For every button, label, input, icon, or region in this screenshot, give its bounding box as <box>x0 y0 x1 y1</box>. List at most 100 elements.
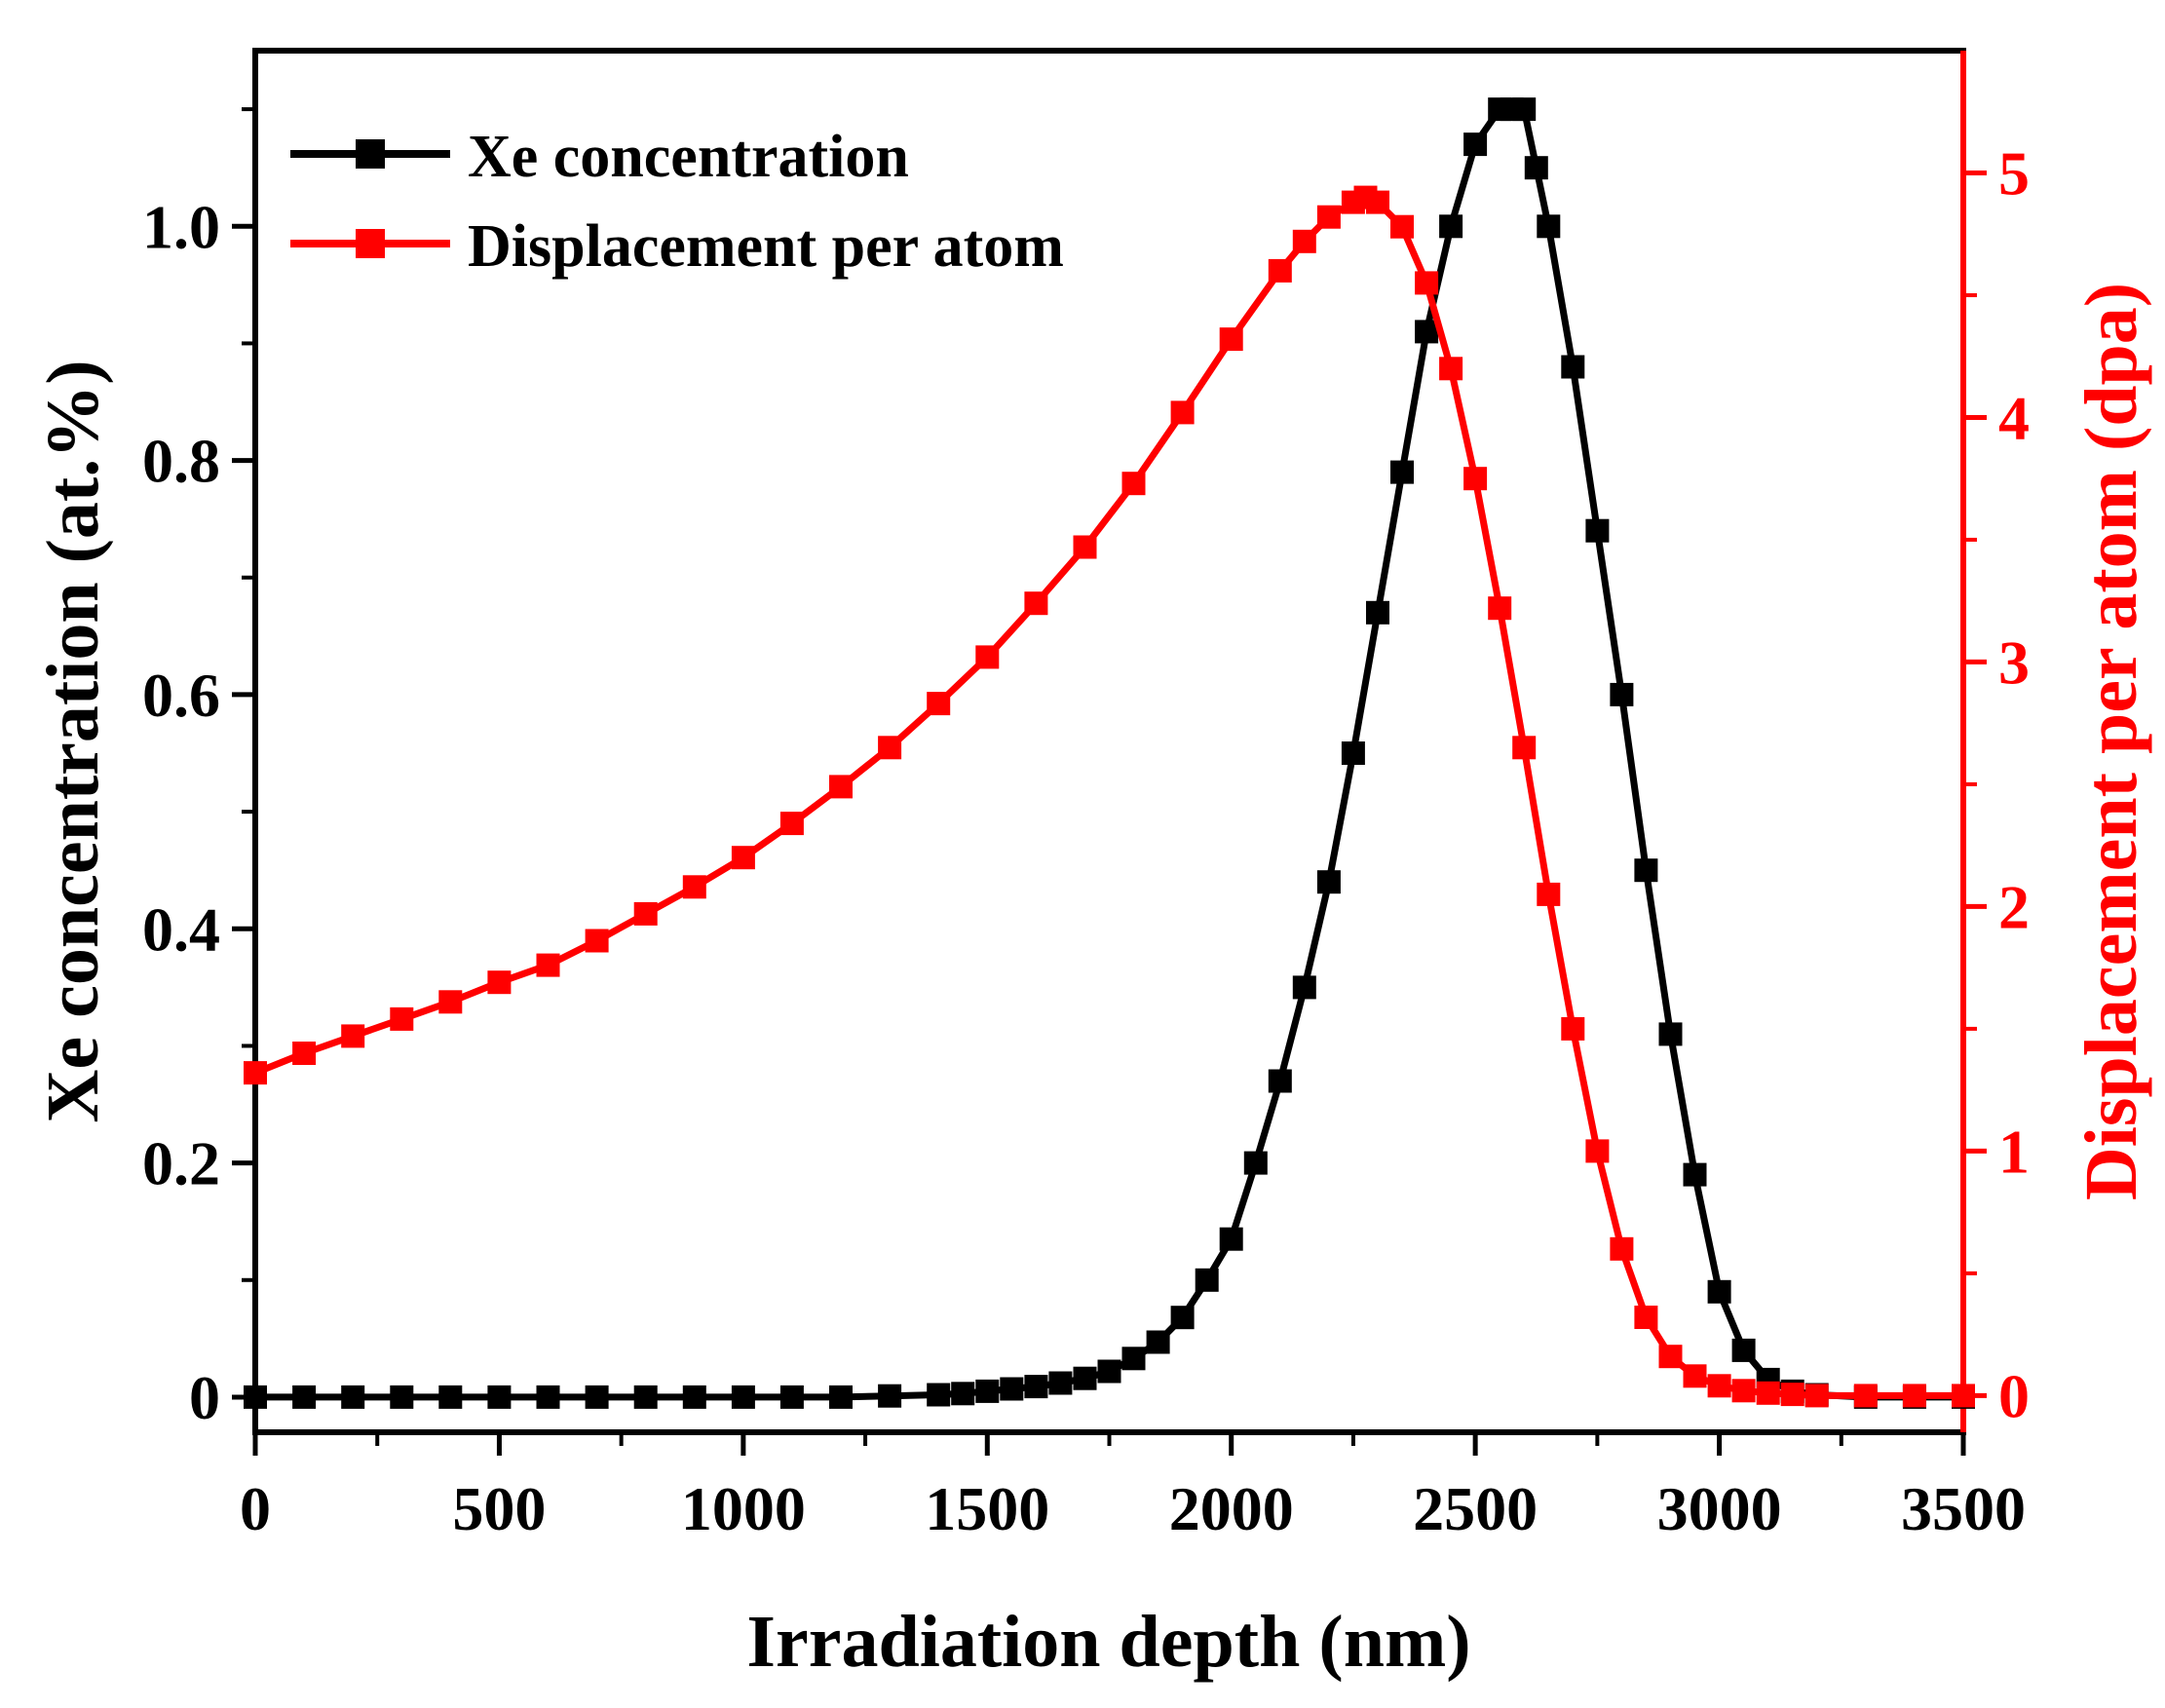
data-point-xe <box>292 1385 317 1409</box>
data-point-xe <box>1146 1330 1170 1354</box>
data-point-dpa <box>1170 400 1195 425</box>
data-point-dpa <box>1634 1306 1658 1329</box>
y-left-tick-label: 0.2 <box>142 1129 220 1198</box>
series-layer <box>244 97 1975 1409</box>
x-tick-label: 2500 <box>1413 1474 1538 1543</box>
data-point-dpa <box>1537 882 1561 906</box>
data-point-xe <box>682 1385 706 1409</box>
data-point-xe <box>927 1383 951 1407</box>
x-tick-label: 3500 <box>1901 1474 2026 1543</box>
y-right-tick-label: 2 <box>1998 872 2030 941</box>
left-axis-title: Xe concentration (at.%) <box>32 360 114 1122</box>
data-point-xe <box>1585 518 1610 543</box>
data-point-dpa <box>487 970 512 995</box>
data-point-dpa <box>585 929 609 953</box>
legend-marker-xe <box>356 139 385 169</box>
data-point-dpa <box>1853 1384 1878 1408</box>
data-point-xe <box>1024 1375 1048 1399</box>
y-right-tick-label: 1 <box>1998 1117 2030 1186</box>
data-point-dpa <box>1561 1016 1585 1041</box>
data-point-xe <box>1561 355 1585 379</box>
data-point-dpa <box>1415 271 1439 295</box>
data-point-dpa <box>1292 229 1316 253</box>
data-point-dpa <box>341 1024 365 1048</box>
data-point-dpa <box>1902 1384 1926 1408</box>
data-point-dpa <box>1463 467 1488 491</box>
legend-item-dpa: Displacement per atom <box>290 213 1064 280</box>
data-point-dpa <box>927 692 951 716</box>
data-point-dpa <box>1707 1374 1731 1398</box>
data-point-dpa <box>1316 205 1341 229</box>
legend-label-dpa: Displacement per atom <box>468 213 1064 280</box>
series-line-dpa <box>253 194 1963 1399</box>
data-point-dpa <box>390 1006 414 1031</box>
data-point-xe <box>633 1385 658 1409</box>
ticks-layer: 0 500 1000 1500 2000 2500 3000 3500 0 0.2 0.4 0.6 0.… <box>142 107 2030 1543</box>
y-right-tick-label: 0 <box>1998 1361 2030 1430</box>
data-point-dpa <box>1804 1384 1829 1408</box>
data-point-dpa <box>1683 1364 1707 1388</box>
y-left-tick-label: 0.6 <box>142 661 220 730</box>
y-right-tick-label: 5 <box>1998 138 2030 208</box>
y-left-tick-label: 1.0 <box>142 192 220 261</box>
data-point-xe <box>1634 858 1658 883</box>
data-point-xe <box>1268 1069 1292 1093</box>
data-point-dpa <box>1219 327 1243 352</box>
data-point-dpa <box>1756 1381 1780 1405</box>
data-point-xe <box>1000 1377 1024 1401</box>
y-right-tick-label: 3 <box>1998 627 2030 697</box>
legend-marker-dpa <box>356 229 385 258</box>
data-point-xe <box>1219 1227 1243 1251</box>
data-point-xe <box>1170 1306 1195 1330</box>
data-point-dpa <box>438 990 463 1014</box>
data-point-xe <box>390 1385 414 1409</box>
data-point-xe <box>1683 1162 1707 1187</box>
data-point-xe <box>1439 214 1463 239</box>
legend-item-xe: Xe concentration <box>290 124 909 190</box>
data-point-dpa <box>975 645 1000 669</box>
data-point-xe <box>487 1385 512 1409</box>
data-point-dpa <box>1610 1236 1634 1261</box>
data-point-dpa <box>779 812 804 836</box>
data-point-xe <box>1292 975 1316 1000</box>
data-point-dpa <box>1024 591 1048 616</box>
data-point-dpa <box>244 1061 267 1085</box>
data-point-xe <box>1048 1371 1073 1395</box>
data-point-xe <box>1463 133 1488 157</box>
series-line-xe <box>255 105 1963 1401</box>
data-point-xe <box>731 1385 755 1409</box>
data-point-xe <box>1731 1338 1756 1362</box>
right-axis-title: Displacement per atom (dpa) <box>2070 283 2152 1200</box>
data-point-xe <box>829 1385 853 1409</box>
y-left-tick-label: 0.8 <box>142 427 220 496</box>
data-point-xe <box>1121 1347 1146 1371</box>
data-point-dpa <box>1268 258 1292 283</box>
data-point-xe <box>1316 870 1341 894</box>
data-point-xe <box>1658 1022 1683 1046</box>
data-point-xe <box>585 1385 609 1409</box>
data-point-dpa <box>633 901 658 926</box>
data-point-xe <box>1537 214 1561 239</box>
data-point-dpa <box>1390 214 1414 239</box>
data-point-dpa <box>1731 1379 1756 1403</box>
data-point-dpa <box>1073 535 1097 559</box>
data-point-xe <box>975 1379 1000 1403</box>
x-tick-label: 3000 <box>1657 1474 1782 1543</box>
y-left-tick-label: 0.4 <box>142 894 220 964</box>
data-point-xe <box>1524 156 1548 180</box>
data-point-xe <box>536 1385 560 1409</box>
data-point-dpa <box>1366 190 1389 214</box>
x-tick-label: 1000 <box>681 1474 806 1543</box>
data-point-xe <box>1707 1279 1731 1304</box>
data-point-dpa <box>829 775 853 799</box>
data-point-dpa <box>1658 1345 1683 1369</box>
y-left-tick-label: 0 <box>189 1363 220 1432</box>
legend-label-xe: Xe concentration <box>468 124 909 190</box>
data-point-xe <box>341 1385 365 1409</box>
x-tick-label: 2000 <box>1169 1474 1294 1543</box>
x-tick-label: 0 <box>240 1474 271 1543</box>
legend: Xe concentration Displacement per atom <box>290 124 1064 280</box>
data-point-dpa <box>536 953 560 977</box>
data-point-dpa <box>682 875 706 899</box>
